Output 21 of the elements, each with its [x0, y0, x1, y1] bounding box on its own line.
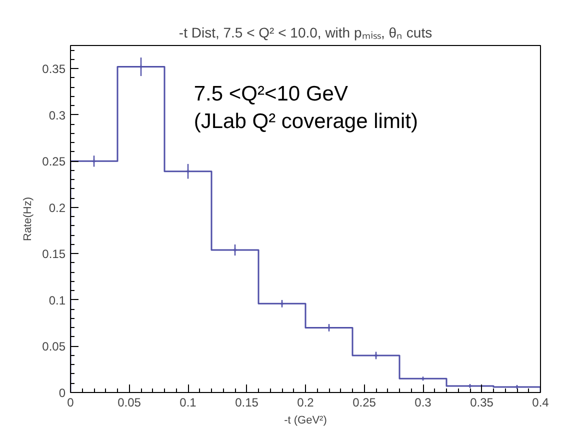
y-tick-label: 0.2	[48, 200, 66, 215]
y-axis-title: Rate(Hz)	[22, 196, 34, 242]
x-axis-title: -t (GeV²)	[284, 414, 327, 426]
x-tick-label: 0.1	[180, 396, 197, 410]
x-tick-label: 0.25	[352, 396, 376, 410]
x-tick-label: 0.15	[235, 396, 259, 410]
chart-title: -t Dist, 7.5 < Q² < 10.0, with pₘᵢₛₛ, θₙ cuts	[178, 24, 432, 40]
y-tick-label: 0	[58, 386, 66, 400]
x-tick-label: 0.05	[118, 396, 142, 410]
annotation: 7.5 <Q²<10 GeV (JLab Q² coverage limit)	[194, 82, 418, 134]
x-tick-label: 0	[67, 396, 74, 410]
x-tick-label: 0.35	[470, 396, 494, 410]
x-tick-label: 0.3	[414, 396, 432, 410]
y-tick-label: 0.25	[42, 154, 66, 169]
x-tick-label: 0.2	[297, 396, 314, 410]
y-tick-label: 0.05	[42, 340, 66, 354]
y-tick-label: 0.1	[48, 293, 66, 308]
y-tick-label: 0.15	[42, 247, 66, 262]
y-tick-label: 0.35	[42, 62, 66, 76]
x-tick-label: 0.4	[532, 396, 550, 410]
y-tick-label: 0.3	[48, 108, 66, 122]
